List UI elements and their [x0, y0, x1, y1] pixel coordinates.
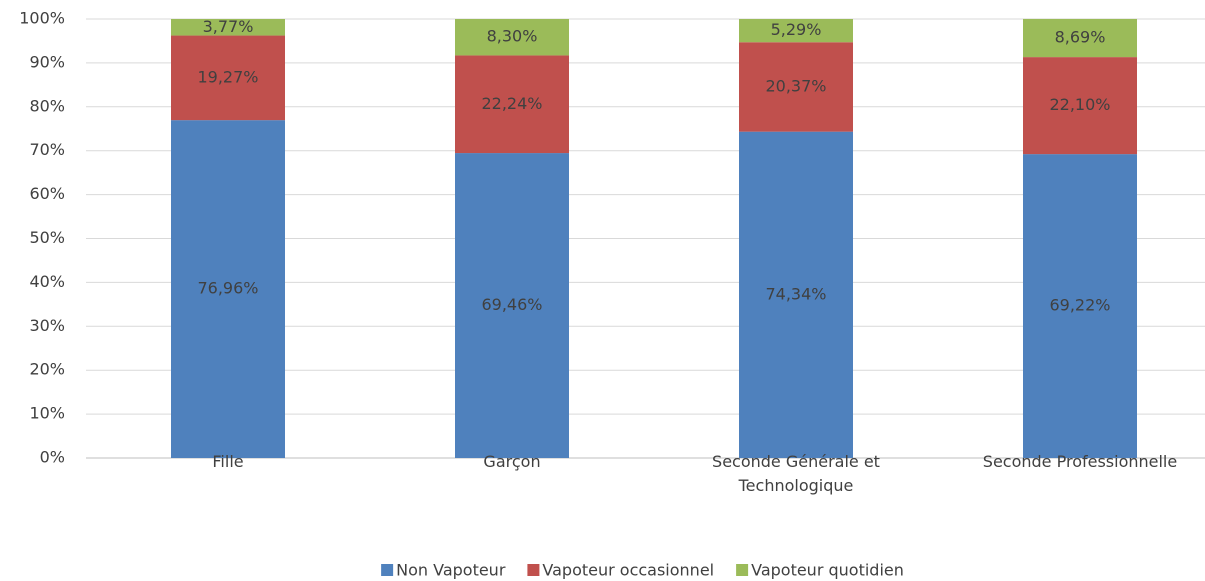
y-tick-label: 10%: [29, 404, 65, 423]
bar-segment: [1023, 154, 1137, 458]
legend-swatch: [527, 564, 540, 576]
data-label: 74,34%: [765, 284, 826, 303]
y-tick-label: 30%: [29, 316, 65, 335]
bar-segment: [171, 19, 285, 36]
bar-segment: [739, 19, 853, 43]
y-tick-label: 60%: [29, 184, 65, 203]
y-tick-label: 0%: [40, 448, 65, 467]
y-tick-label: 50%: [29, 228, 65, 247]
data-label: 3,77%: [203, 17, 254, 36]
y-tick-label: 70%: [29, 140, 65, 159]
x-tick-label: Garçon: [483, 452, 541, 471]
data-label: 22,24%: [481, 94, 542, 113]
y-tick-label: 90%: [29, 52, 65, 71]
data-label: 8,69%: [1055, 28, 1106, 47]
legend-swatch: [381, 564, 394, 576]
x-tick-label: Seconde Générale et Technologique: [712, 452, 880, 495]
x-tick-label: Seconde Professionnelle: [982, 452, 1178, 471]
bar-segment: [1023, 57, 1137, 155]
x-tick-label: Fille: [212, 452, 244, 471]
data-label: 20,37%: [765, 76, 826, 95]
bar-segment: [455, 55, 569, 154]
data-label: 69,22%: [1049, 296, 1110, 315]
legend: Non Vapoteur Vapoteur occasionnel Vapoteur…: [381, 561, 904, 580]
bar-segment: [1023, 18, 1137, 58]
legend-swatch: [736, 564, 749, 576]
bar-segment: [739, 42, 853, 132]
data-label: 22,10%: [1049, 95, 1110, 114]
bar-segment: [171, 120, 285, 458]
data-label: 69,46%: [481, 295, 542, 314]
bar-segment: [171, 35, 285, 121]
legend-label: Vapoteur occasionnel: [542, 561, 714, 580]
bar-segment: [455, 19, 569, 56]
bar-segment: [455, 153, 569, 458]
y-tick-label: 40%: [29, 272, 65, 291]
y-tick-label: 20%: [29, 360, 65, 379]
y-tick-label: 100%: [19, 9, 65, 28]
bar-segment: [739, 131, 853, 458]
y-tick-label: 80%: [29, 96, 65, 115]
legend-label: Vapoteur quotidien: [751, 561, 904, 580]
legend-label: Non Vapoteur: [396, 561, 506, 580]
data-label: 8,30%: [487, 27, 538, 46]
data-label: 76,96%: [197, 279, 258, 298]
data-label: 19,27%: [197, 67, 258, 86]
data-label: 5,29%: [771, 20, 822, 39]
